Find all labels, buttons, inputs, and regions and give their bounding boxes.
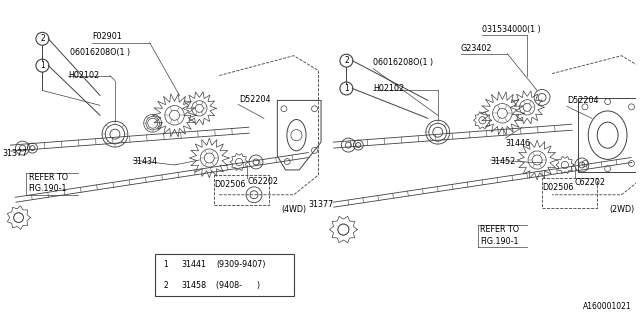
Text: 31458: 31458 [182, 281, 207, 290]
Text: F02901: F02901 [92, 32, 122, 41]
Text: 1: 1 [163, 260, 168, 269]
Text: FIG.190-1: FIG.190-1 [481, 237, 519, 246]
Text: D02506: D02506 [542, 183, 573, 192]
Text: A160001021: A160001021 [583, 302, 632, 311]
Text: 2: 2 [344, 56, 349, 65]
Text: D52204: D52204 [567, 96, 598, 105]
Text: (2WD): (2WD) [610, 205, 635, 214]
Text: 031534000(1 ): 031534000(1 ) [483, 25, 541, 34]
Text: H02102: H02102 [68, 71, 99, 80]
Text: 06016208O(1 ): 06016208O(1 ) [70, 48, 131, 57]
Text: REFER TO: REFER TO [481, 225, 520, 234]
Text: G23402: G23402 [461, 44, 492, 53]
Text: 2: 2 [40, 34, 45, 43]
Text: 31441: 31441 [182, 260, 207, 269]
Text: (4WD): (4WD) [282, 205, 307, 214]
Text: 2: 2 [163, 281, 168, 290]
Text: 31434: 31434 [133, 157, 158, 166]
Text: D02506: D02506 [214, 180, 246, 189]
Text: 31452: 31452 [490, 157, 516, 166]
Text: (9408-      ): (9408- ) [216, 281, 260, 290]
Text: 06016208O(1 ): 06016208O(1 ) [373, 58, 433, 67]
Text: 31377: 31377 [3, 148, 28, 157]
Text: C62202: C62202 [247, 177, 278, 186]
Text: D52204: D52204 [239, 95, 271, 104]
Text: REFER TO: REFER TO [29, 173, 68, 182]
Text: C62202: C62202 [575, 178, 606, 187]
Text: 1: 1 [40, 61, 45, 70]
Text: H02102: H02102 [373, 84, 404, 93]
Text: (9309-9407): (9309-9407) [216, 260, 266, 269]
Text: 1: 1 [344, 84, 349, 93]
Text: 31377: 31377 [308, 200, 334, 209]
Bar [214, 175, 269, 205]
Text: 31446: 31446 [506, 139, 531, 148]
Text: FIG.190-1: FIG.190-1 [29, 184, 67, 193]
Bar [155, 254, 294, 296]
Bar [542, 178, 596, 208]
